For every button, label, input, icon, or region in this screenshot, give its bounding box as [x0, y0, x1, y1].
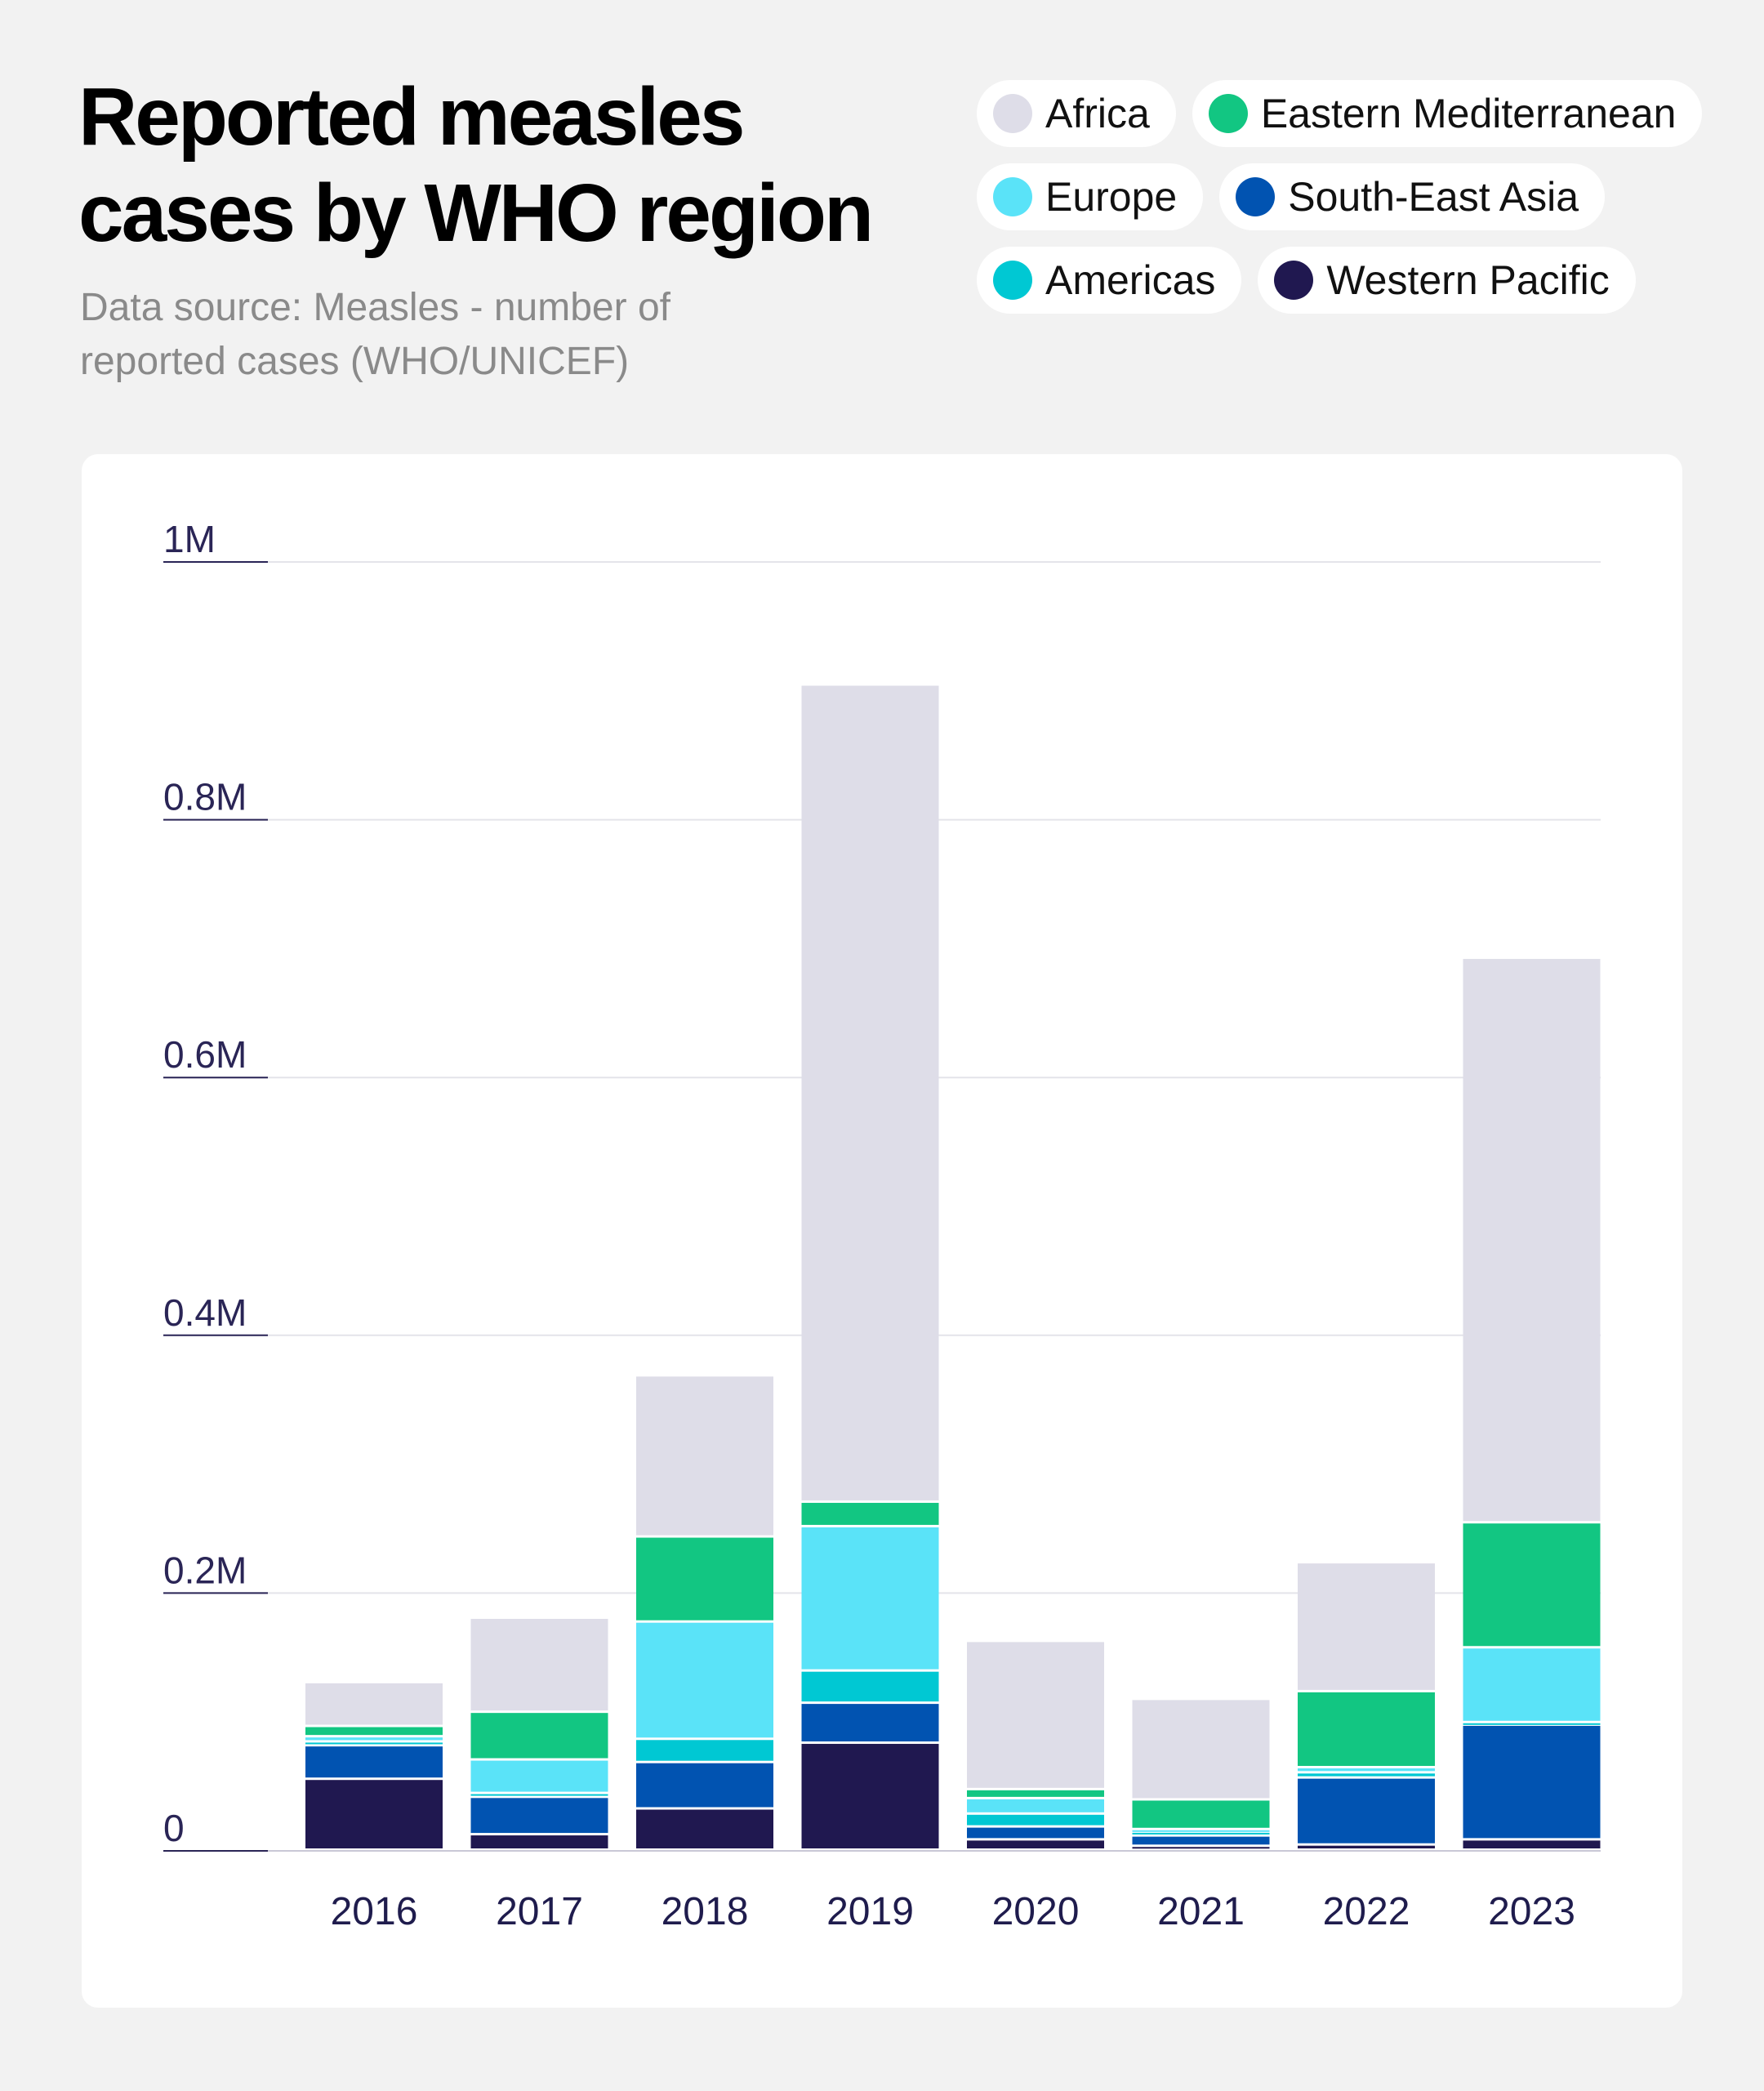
legend-swatch-africa: [993, 94, 1032, 133]
bar-segment-western-pacific-2016: [305, 1780, 443, 1848]
chart-subtitle: Data source: Measles - number of reporte…: [80, 286, 670, 383]
bar-segment-western-pacific-2022: [1298, 1845, 1435, 1848]
y-tick-label: 0.6M: [163, 1033, 247, 1076]
bar-segment-eastern-mediterranean-2021: [1132, 1800, 1270, 1828]
bars: [305, 685, 1601, 1849]
x-tick-label: 2021: [1157, 1890, 1245, 1933]
bar-segment-south-east-asia-2018: [636, 1763, 773, 1808]
stacked-bar-chart: 0 0.2M 0.4M 0.6M 0.8M 1M 2016 2017 2018 2019 2020…: [163, 518, 1601, 1933]
legend-item-western-pacific: Western Pacific: [1258, 247, 1636, 314]
x-axis: 2016 2017 2018 2019 2020 2021 2022 2023: [331, 1890, 1575, 1933]
bar-segment-western-pacific-2017: [470, 1835, 608, 1848]
legend-label-africa: Africa: [1045, 91, 1150, 136]
y-tick-label: 1M: [163, 518, 216, 560]
legend-item-south-east-asia: South-East Asia: [1219, 163, 1605, 230]
bar-segment-eastern-mediterranean-2023: [1463, 1523, 1601, 1647]
bar-segment-europe-2018: [636, 1622, 773, 1738]
y-tick-label: 0.2M: [163, 1549, 247, 1591]
x-tick-label: 2016: [331, 1890, 418, 1933]
legend-label-south-east-asia: South-East Asia: [1288, 174, 1579, 220]
y-tick-label: 0.4M: [163, 1291, 247, 1334]
bar-segment-eastern-mediterranean-2019: [801, 1502, 939, 1525]
bar-segment-western-pacific-2019: [801, 1744, 939, 1848]
legend-swatch-western-pacific: [1274, 261, 1314, 300]
bar-segment-europe-2016: [305, 1737, 443, 1741]
bar-segment-americas-2021: [1132, 1832, 1270, 1835]
legend-item-europe: Europe: [977, 163, 1204, 230]
legend-label-americas: Americas: [1045, 257, 1216, 303]
bar-segment-americas-2020: [967, 1814, 1104, 1826]
bar-segment-europe-2019: [801, 1527, 939, 1670]
legend: Africa Eastern Mediterranean Europe Sout…: [977, 80, 1712, 330]
bar-segment-western-pacific-2018: [636, 1809, 773, 1848]
bar-segment-europe-2023: [1463, 1648, 1601, 1721]
bar-segment-eastern-mediterranean-2022: [1298, 1692, 1435, 1767]
bar-segment-eastern-mediterranean-2020: [967, 1790, 1104, 1797]
bar-segment-americas-2019: [801, 1671, 939, 1702]
bar-stack-2018: [636, 1376, 773, 1848]
bar-segment-europe-2020: [967, 1799, 1104, 1812]
bar-segment-south-east-asia-2020: [967, 1827, 1104, 1839]
bar-segment-europe-2021: [1132, 1830, 1270, 1832]
chart-title: Reported measles cases by WHO region: [78, 71, 874, 259]
x-tick-label: 2023: [1488, 1890, 1575, 1933]
legend-row: Africa Eastern Mediterranean: [977, 80, 1712, 147]
legend-item-americas: Americas: [977, 247, 1242, 314]
bar-segment-eastern-mediterranean-2018: [636, 1537, 773, 1621]
bar-segment-americas-2016: [305, 1742, 443, 1745]
bar-segment-europe-2017: [470, 1760, 608, 1792]
bar-segment-africa-2019: [801, 685, 939, 1500]
bar-segment-africa-2022: [1298, 1563, 1435, 1690]
bar-segment-south-east-asia-2017: [470, 1798, 608, 1834]
bar-segment-western-pacific-2020: [967, 1840, 1104, 1848]
legend-item-africa: Africa: [977, 80, 1176, 147]
bar-segment-africa-2016: [305, 1683, 443, 1725]
bar-stack-2016: [305, 1683, 443, 1848]
x-tick-label: 2020: [992, 1890, 1080, 1933]
bar-segment-south-east-asia-2019: [801, 1704, 939, 1742]
chart-panel: 0 0.2M 0.4M 0.6M 0.8M 1M 2016 2017 2018 2019 2020…: [82, 454, 1682, 2008]
legend-swatch-eastern-mediterranean: [1208, 94, 1248, 133]
bar-segment-americas-2022: [1298, 1773, 1435, 1777]
legend-swatch-south-east-asia: [1236, 177, 1276, 216]
legend-row: Americas Western Pacific: [977, 247, 1712, 314]
x-tick-label: 2019: [826, 1890, 914, 1933]
x-tick-label: 2018: [662, 1890, 749, 1933]
x-tick-label: 2022: [1323, 1890, 1410, 1933]
y-axis: 0 0.2M 0.4M 0.6M 0.8M 1M: [163, 518, 268, 1852]
legend-label-western-pacific: Western Pacific: [1326, 257, 1610, 303]
bar-segment-africa-2023: [1463, 959, 1601, 1522]
bar-segment-south-east-asia-2022: [1298, 1778, 1435, 1844]
bar-segment-south-east-asia-2023: [1463, 1725, 1601, 1839]
bar-segment-south-east-asia-2021: [1132, 1836, 1270, 1845]
legend-row: Europe South-East Asia: [977, 163, 1712, 230]
bar-stack-2017: [470, 1618, 608, 1848]
bar-stack-2022: [1298, 1563, 1435, 1848]
bar-segment-africa-2021: [1132, 1700, 1270, 1799]
y-tick-label: 0.8M: [163, 776, 247, 818]
bar-segment-americas-2018: [636, 1740, 773, 1761]
bar-segment-europe-2022: [1298, 1768, 1435, 1772]
bar-stack-2019: [801, 685, 939, 1848]
bar-segment-eastern-mediterranean-2017: [470, 1713, 608, 1759]
bar-segment-africa-2020: [967, 1642, 1104, 1788]
bar-segment-western-pacific-2021: [1132, 1847, 1270, 1849]
bar-segment-eastern-mediterranean-2016: [305, 1727, 443, 1736]
y-tick-label: 0: [163, 1807, 185, 1849]
bar-segment-americas-2017: [470, 1794, 608, 1796]
legend-label-eastern-mediterranean: Eastern Mediterranean: [1260, 91, 1677, 136]
bar-segment-africa-2018: [636, 1376, 773, 1536]
bar-stack-2020: [967, 1642, 1104, 1848]
legend-item-eastern-mediterranean: Eastern Mediterranean: [1192, 80, 1703, 147]
legend-swatch-americas: [993, 261, 1032, 300]
bar-stack-2023: [1463, 959, 1601, 1848]
x-tick-label: 2017: [496, 1890, 583, 1933]
bar-stack-2021: [1132, 1700, 1270, 1849]
bar-segment-americas-2023: [1463, 1723, 1601, 1725]
bar-segment-western-pacific-2023: [1463, 1840, 1601, 1848]
bar-segment-africa-2017: [470, 1618, 608, 1711]
legend-swatch-europe: [993, 177, 1032, 216]
bar-segment-south-east-asia-2016: [305, 1746, 443, 1778]
legend-label-europe: Europe: [1045, 174, 1178, 220]
